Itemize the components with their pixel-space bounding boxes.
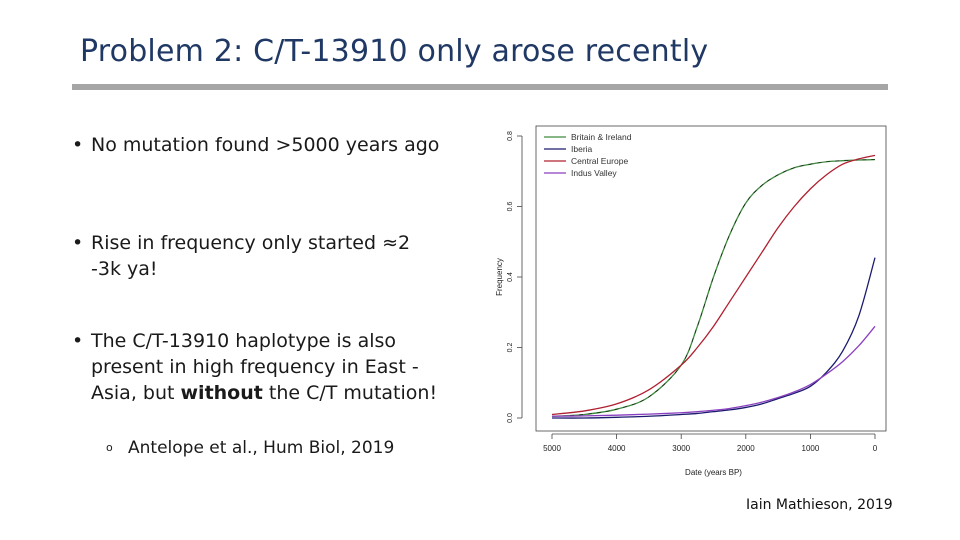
y-tick-label: 0.2 <box>507 343 514 353</box>
series-line-iberia <box>551 257 876 419</box>
legend-label: Central Europe <box>571 156 628 166</box>
series-line-central-europe <box>551 154 876 416</box>
slide-title: Problem 2: C/T-13910 only arose recently <box>80 34 709 69</box>
x-tick-label: 0 <box>873 444 878 453</box>
x-tick-label: 3000 <box>672 444 690 453</box>
y-tick-label: 0.8 <box>507 131 514 141</box>
x-tick-label: 2000 <box>737 444 755 453</box>
x-tick-label: 5000 <box>543 444 561 453</box>
y-tick-label: 0.4 <box>507 272 514 282</box>
bullet-dot-icon: • <box>72 330 84 352</box>
x-axis-label: Date (years BP) <box>685 468 742 477</box>
series-line-britain-ireland <box>551 158 876 417</box>
sub-bullet-item: o Antelope et al., Hum Biol, 2019 <box>106 436 394 460</box>
bullet-text-3b: the C/T mutation! <box>262 382 438 404</box>
bullet-item-1: • No mutation found >5000 years ago <box>72 132 441 158</box>
legend-label: Indus Valley <box>571 168 617 178</box>
author-credit: Iain Mathieson, 2019 <box>746 497 893 513</box>
title-divider <box>72 84 888 90</box>
bullet-text-2: Rise in frequency only started ≈2 -3k ya… <box>91 232 411 280</box>
bullet-item-2: • Rise in frequency only started ≈2 -3k y… <box>72 230 441 282</box>
chart-axes: 0.0 0.2 0.4 0.6 0.8 5000 4000 3000 2000 1000 0 <box>507 125 887 453</box>
sub-bullet-text: Antelope et al., Hum Biol, 2019 <box>128 438 395 458</box>
y-tick-label: 0.0 <box>507 413 514 423</box>
frequency-chart: 0.0 0.2 0.4 0.6 0.8 5000 4000 3000 2000 1000 0 Bri… <box>490 118 890 493</box>
chart-legend: Britain & Ireland Iberia Central Europe Ind… <box>544 132 632 178</box>
y-tick-label: 0.6 <box>507 202 514 212</box>
plot-frame <box>535 125 887 432</box>
x-tick-label: 4000 <box>608 444 626 453</box>
x-tick-label: 1000 <box>802 444 820 453</box>
series-dash-overlay-britain-ireland <box>551 159 876 417</box>
circle-bullet-icon: o <box>106 441 113 454</box>
y-axis-label: Frequency <box>495 258 504 296</box>
series-line-indus-valley <box>551 325 876 417</box>
chart-svg: 0.0 0.2 0.4 0.6 0.8 5000 4000 3000 2000 1000 0 Bri… <box>495 125 887 477</box>
chart-lines <box>551 154 876 419</box>
bullet-text-1: No mutation found >5000 years ago <box>91 134 440 156</box>
bullet-item-3: • The C/T-13910 haplotype is also present… <box>72 328 441 406</box>
legend-label: Iberia <box>571 144 593 154</box>
bullet-text-3-bold: without <box>180 382 263 404</box>
legend-label: Britain & Ireland <box>571 132 632 142</box>
bullet-dot-icon: • <box>72 232 84 254</box>
bullet-text-3a: The C/T-13910 haplotype is also present … <box>91 330 419 404</box>
bullet-dot-icon: • <box>72 134 84 156</box>
